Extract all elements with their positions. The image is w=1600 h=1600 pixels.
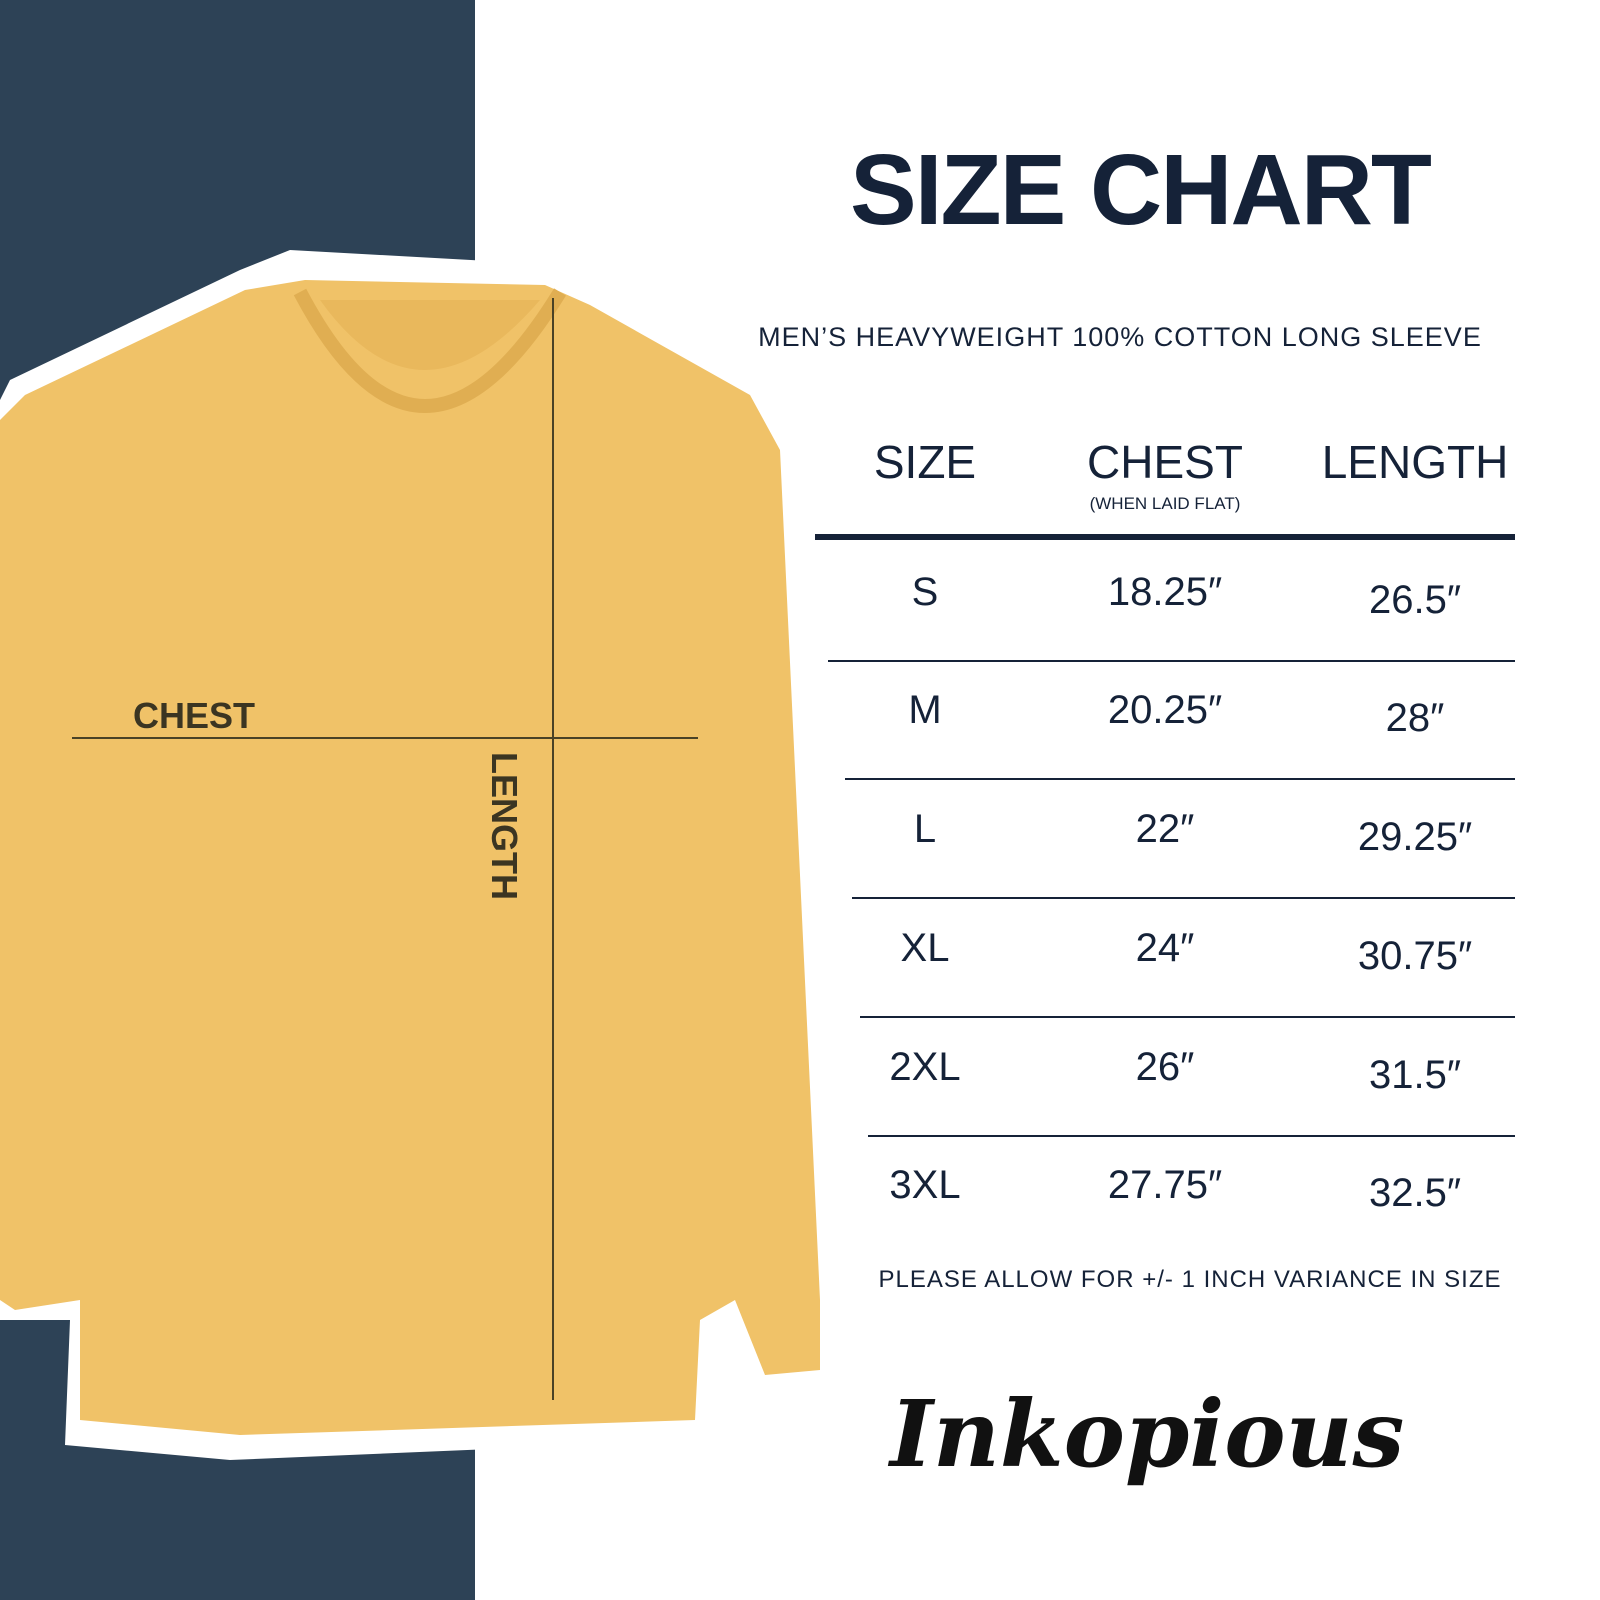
cell-length: 30.75″ (1357, 934, 1473, 978)
cell-size: L (913, 807, 937, 851)
cell-length: 32.5″ (1368, 1171, 1461, 1215)
cell-chest: 22″ (1135, 807, 1195, 851)
shirt-body (0, 280, 820, 1435)
cell-length: 26.5″ (1368, 578, 1461, 622)
cell-chest: 20.25″ (1107, 688, 1223, 732)
brand-logo: Inkopious (890, 1380, 1405, 1488)
row-divider (828, 660, 1515, 662)
row-divider (860, 1016, 1515, 1018)
cell-chest: 26″ (1135, 1045, 1195, 1089)
chest-label: CHEST (133, 695, 256, 736)
header-chest: CHEST (1087, 436, 1243, 488)
shirt-image (0, 280, 820, 1435)
header-size: SIZE (873, 436, 977, 488)
shirt-neck-inner (320, 300, 540, 370)
row-divider (852, 897, 1515, 899)
cell-size: XL (900, 926, 950, 970)
cell-chest: 18.25″ (1107, 570, 1223, 614)
header-chest-note: (WHEN LAID FLAT) (1089, 494, 1241, 513)
length-label: LENGTH (484, 752, 525, 900)
cell-chest: 24″ (1135, 926, 1195, 970)
shirt-collar (293, 288, 566, 413)
cell-size: S (911, 570, 939, 614)
row-divider (845, 778, 1515, 780)
cell-length: 31.5″ (1368, 1053, 1461, 1097)
subtitle: MEN’S HEAVYWEIGHT 100% COTTON LONG SLEEV… (758, 322, 1482, 352)
header-length: LENGTH (1321, 436, 1509, 488)
row-divider (868, 1135, 1515, 1137)
header-divider (815, 534, 1515, 540)
cell-size: 2XL (889, 1045, 961, 1089)
page-title: SIZE CHART (850, 134, 1432, 246)
cell-chest: 27.75″ (1107, 1163, 1223, 1207)
cell-length: 29.25″ (1357, 815, 1473, 859)
cell-length: 28″ (1385, 696, 1445, 740)
variance-note: PLEASE ALLOW FOR +/- 1 INCH VARIANCE IN … (878, 1266, 1502, 1293)
cell-size: M (908, 688, 942, 732)
cell-size: 3XL (889, 1163, 961, 1207)
